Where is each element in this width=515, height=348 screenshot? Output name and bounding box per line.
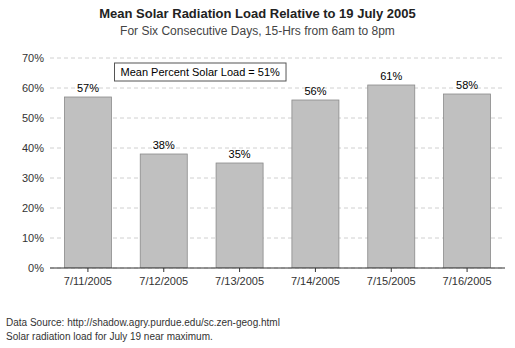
x-tick-label: 7/11/2005	[64, 275, 112, 287]
data-label: 38%	[153, 139, 175, 151]
bar	[292, 100, 339, 268]
y-tick-label: 0%	[28, 262, 44, 274]
bar	[64, 97, 111, 268]
grid-line	[50, 178, 505, 179]
bar	[444, 94, 491, 268]
grid-line	[50, 118, 505, 119]
grid-line	[50, 208, 505, 209]
data-label: 56%	[304, 85, 326, 97]
x-axis-line	[50, 268, 505, 269]
data-label: 61%	[380, 70, 402, 82]
data-label: 58%	[456, 79, 478, 91]
x-tick	[467, 268, 468, 272]
annotation-box	[115, 63, 287, 81]
footnote: Data Source: http://shadow.agry.purdue.e…	[6, 317, 280, 328]
y-tick-label: 20%	[22, 202, 44, 214]
data-label: 35%	[229, 148, 251, 160]
x-tick	[87, 268, 88, 272]
bars	[64, 85, 490, 268]
footnote: Solar radiation load for July 19 near ma…	[6, 331, 213, 342]
y-tick-label: 70%	[22, 52, 44, 64]
subtitle: For Six Consecutive Days, 15-Hrs from 6a…	[120, 24, 395, 38]
grid-line	[50, 148, 505, 149]
x-tick-label: 7/16/2005	[443, 275, 492, 287]
annotation-text: Mean Percent Solar Load = 51%	[121, 66, 281, 78]
y-tick-label: 10%	[22, 232, 44, 244]
y-tick-label: 40%	[22, 142, 44, 154]
x-tick	[239, 268, 240, 272]
x-tick-label: 7/15/2005	[367, 275, 416, 287]
title: Mean Solar Radiation Load Relative to 19…	[99, 6, 415, 21]
grid-line	[50, 58, 505, 59]
grid-line	[50, 88, 505, 89]
x-tick-label: 7/12/2005	[139, 275, 188, 287]
data-labels: 57% 38% 35% 56% 61% 58%	[77, 70, 478, 160]
x-tick-label: 7/14/2005	[291, 275, 340, 287]
annotation: Mean Percent Solar Load = 51%	[115, 63, 287, 81]
x-tick	[315, 268, 316, 272]
grid-line	[50, 268, 505, 269]
chart: Mean Solar Radiation Load Relative to 19…	[0, 0, 515, 348]
grid-line	[50, 238, 505, 239]
x-tick	[163, 268, 164, 272]
y-tick-label: 30%	[22, 172, 44, 184]
x-tick	[391, 268, 392, 272]
bar	[368, 85, 415, 268]
data-label: 57%	[77, 82, 99, 94]
x-tick-label: 7/13/2005	[215, 275, 264, 287]
bar	[140, 154, 187, 268]
y-tick-label: 60%	[22, 82, 44, 94]
y-tick-label: 50%	[22, 112, 44, 124]
bar	[216, 163, 263, 268]
grid	[50, 58, 505, 268]
